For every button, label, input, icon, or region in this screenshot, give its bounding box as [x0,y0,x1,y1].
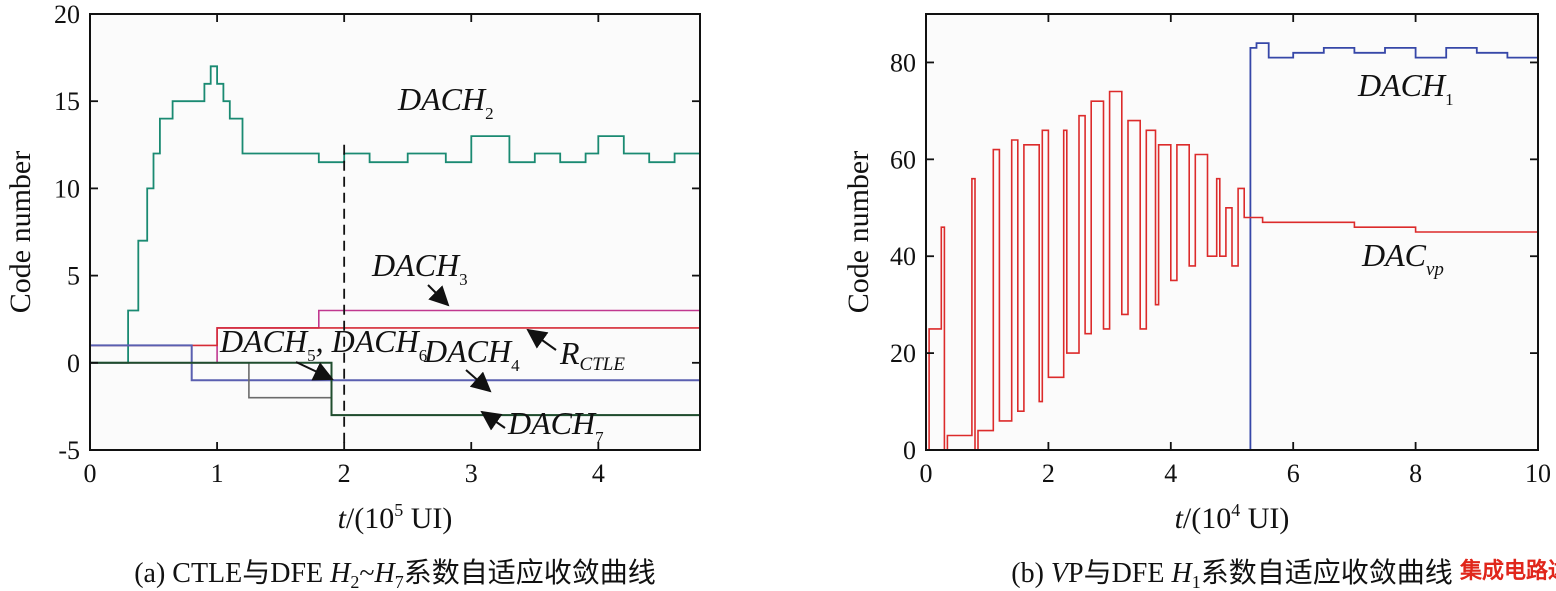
annotation-dac-h4: DACH4 [423,333,520,393]
panel-a-ytick-label: 15 [54,87,80,116]
svg-text:DACH3: DACH3 [371,247,468,289]
panel-b-ytick-label: 60 [890,145,916,174]
panel-b-ytick-label: 20 [890,339,916,368]
panel-b-ytick-label: 40 [890,242,916,271]
svg-text:RCTLE: RCTLE [559,335,625,375]
panel-a-xtick-label: 2 [338,459,351,488]
panel-b-xtick-label: 8 [1409,459,1422,488]
annotation-r-ctle: RCTLE [526,328,625,375]
panel-b-series-group [926,42,1539,451]
panel-b-caption: (b) VP与DFE H1系数自适应收敛曲线 [1011,557,1453,591]
annotation-dac-h1: DACH1 [1357,67,1454,109]
panel-b-xtick-label: 0 [920,459,933,488]
panel-a-ytick-label: 5 [67,262,80,291]
panel-b-xtick-label: 4 [1164,459,1177,488]
panel-b-ytick-label: 80 [890,48,916,77]
panel-a-plot-background [90,14,700,450]
annotation-dac-h2: DACH2 [397,81,494,123]
panel-a-series-dac-h2 [90,65,701,364]
panel-b-xtick-label: 10 [1525,459,1551,488]
panel-a-ytick-label: 0 [67,349,80,378]
annotation-dac-h5-h6: DACH5, DACH6 [219,323,427,381]
annotation-dac-h3-arrow [427,284,450,307]
panel-a-series-dac-h4 [90,344,700,382]
panel-b-ticks: 0 2 4 6 8 10 0 20 40 60 80 [890,14,1551,488]
panel-a-xtick-label: 3 [465,459,478,488]
svg-text:DACvp: DACvp [1361,237,1444,280]
panel-a-xtick-label: 0 [84,459,97,488]
svg-text:DACH2: DACH2 [397,81,494,123]
annotation-dac-vp: DACvp [1361,237,1444,280]
panel-b-series-dac-vp [926,90,1539,451]
watermark-text: 集成电路达信 [1459,558,1556,584]
panel-b-series-dac-h1 [926,42,1538,451]
annotation-dac-h3: DACH3 [371,247,468,307]
svg-text:DACH7: DACH7 [507,405,604,447]
panel-b-frame [925,13,1539,451]
panel-a-ytick-label: 10 [54,174,80,203]
panel-a-xtick-label: 1 [211,459,224,488]
annotation-dac-h7: DACH7 [480,405,604,447]
annotation-dac-h4-arrow [465,369,492,393]
panel-a-xlabel: t/(105 UI) [338,500,453,535]
svg-text:DACH1: DACH1 [1357,67,1454,109]
panel-b-ylabel: Code number [842,151,875,313]
panel-a-ytick-label: 20 [54,0,80,29]
annotation-dac-h5-h6-arrow [295,361,334,381]
panel-a-caption: (a) CTLE与DFE H2~H7系数自适应收敛曲线 [134,557,656,591]
svg-text:DACH5, DACH6: DACH5, DACH6 [219,323,427,365]
panel-b-xtick-label: 6 [1287,459,1300,488]
panel-a-xtick-label: 4 [592,459,605,488]
panel-b-ytick-label: 0 [903,436,916,465]
panel-b-xtick-label: 2 [1042,459,1055,488]
annotation-r-ctle-arrow [526,328,557,351]
svg-text:DACH4: DACH4 [423,333,520,375]
panel-a-ylabel: Code number [4,151,37,313]
panel-a-ytick-label: -5 [58,436,80,465]
annotation-dac-h7-arrow [480,410,506,431]
panel-a-frame [89,13,701,451]
panel-b-xlabel: t/(104 UI) [1175,500,1290,535]
